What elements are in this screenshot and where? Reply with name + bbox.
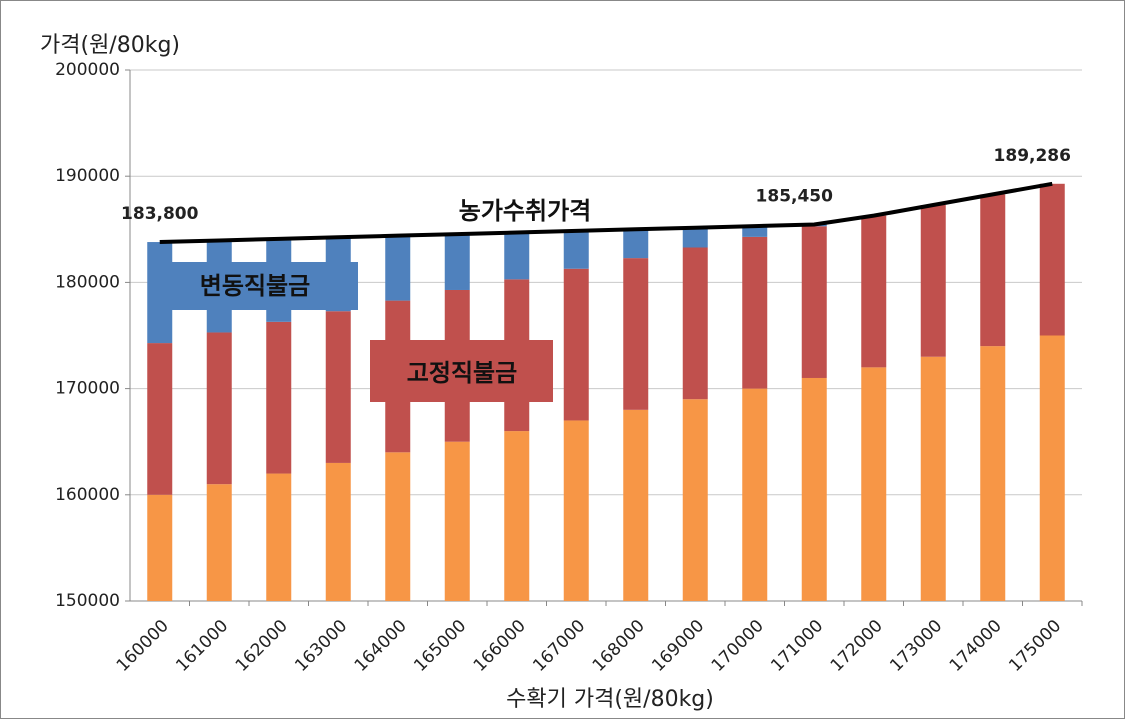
bar-segment: [623, 229, 649, 259]
y-tick-label: 180000: [55, 272, 120, 292]
line-label: 농가수취가격: [459, 197, 591, 225]
bar-segment: [742, 236, 768, 389]
data-label: 189,286: [994, 146, 1071, 166]
bar-segment: [266, 473, 292, 601]
bar-segment: [206, 484, 232, 601]
total-line: [159, 181, 1053, 245]
y-tick-label: 190000: [55, 166, 120, 186]
y-tick-label: 150000: [55, 591, 120, 611]
bar-segment: [861, 215, 887, 368]
bar-segment: [444, 441, 470, 601]
bar-segment: [742, 388, 768, 601]
bar-segment: [325, 462, 351, 601]
bar-segment: [563, 268, 589, 421]
bar-segment: [385, 235, 411, 301]
bar-segment: [980, 346, 1006, 601]
bar-segment: [682, 247, 708, 400]
bar-segment: [1039, 183, 1065, 336]
y-tick-label: 170000: [55, 379, 120, 399]
bar-segment: [623, 409, 649, 601]
y-axis-title: 가격(원/80kg): [40, 33, 180, 58]
data-label: 185,450: [756, 187, 834, 207]
y-tick-label: 200000: [55, 60, 120, 80]
annotation-box: [150, 262, 358, 310]
bar-segment: [147, 494, 173, 601]
y-tick-label: 160000: [55, 485, 120, 505]
data-label: 183,800: [121, 204, 199, 224]
bar-segment: [563, 420, 589, 601]
bar-segment: [1039, 335, 1065, 601]
bar-segment: [682, 227, 708, 248]
bar-segment: [801, 377, 827, 601]
bar-segment: [385, 452, 411, 601]
bar-segment: [504, 232, 530, 280]
bar-segment: [147, 343, 173, 495]
bar-segment: [742, 226, 768, 237]
annotation-label: 고정직불금: [407, 359, 517, 387]
bar-segment: [682, 399, 708, 601]
bar-segment: [504, 431, 530, 601]
bar-segment: [920, 205, 946, 357]
bar-segment: [861, 367, 887, 601]
bar-segment: [206, 332, 232, 485]
bar-segment: [801, 226, 827, 378]
bar-segment: [325, 311, 351, 463]
bar-segment: [920, 356, 946, 601]
bar-segment: [563, 230, 589, 269]
bar-segment: [623, 258, 649, 410]
bar-segment: [444, 234, 470, 290]
annotation-box: [370, 340, 553, 402]
bar-segment: [980, 194, 1006, 347]
annotation-label: 변동직불금: [200, 272, 310, 300]
bar-segment: [266, 321, 292, 474]
x-axis-title: 수확기 가격(원/80kg): [506, 687, 714, 712]
